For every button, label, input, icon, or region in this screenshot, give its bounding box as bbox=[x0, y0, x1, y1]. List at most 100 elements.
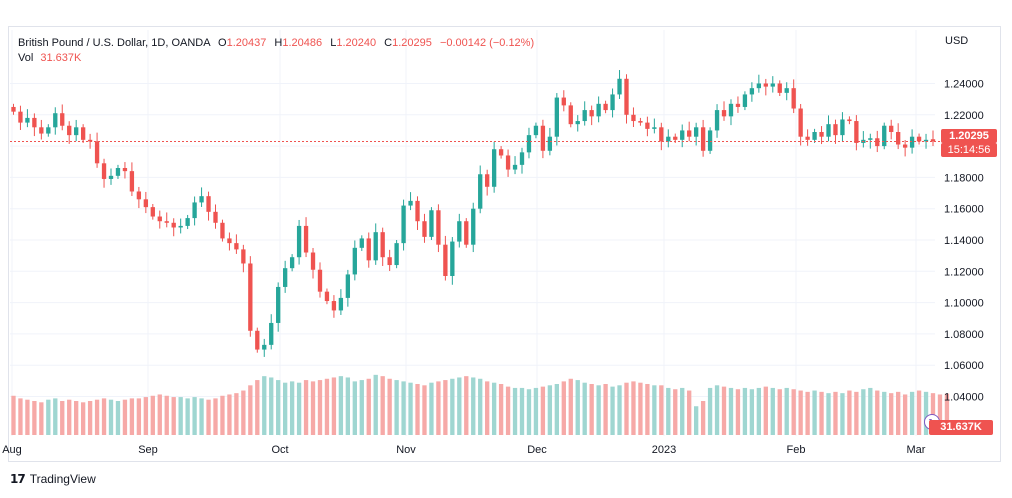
candle-body bbox=[80, 127, 86, 140]
candle-body bbox=[241, 249, 246, 264]
candle-body bbox=[847, 119, 852, 122]
candles bbox=[11, 70, 936, 357]
volume-bar bbox=[819, 391, 824, 435]
candle-body bbox=[11, 106, 16, 112]
candle-body bbox=[930, 139, 936, 142]
volume-bar bbox=[714, 385, 720, 435]
volume-bar bbox=[485, 381, 490, 435]
candle-body bbox=[143, 199, 148, 208]
chart-frame bbox=[8, 26, 1001, 462]
volume-bar bbox=[39, 402, 44, 435]
candle-body bbox=[415, 200, 420, 222]
ohlc-legend: British Pound / U.S. Dollar, 1D, OANDA O… bbox=[18, 36, 534, 51]
candle-body bbox=[617, 78, 622, 95]
volume-bar bbox=[136, 398, 142, 435]
volume-bar bbox=[67, 399, 72, 435]
volume-bar bbox=[373, 374, 378, 435]
volume-bar bbox=[519, 387, 525, 435]
candle-body bbox=[317, 269, 323, 292]
candle-body bbox=[331, 301, 337, 311]
candle-body bbox=[505, 155, 511, 170]
volume-value: 31.637K bbox=[40, 52, 82, 64]
volume-bar bbox=[276, 380, 281, 435]
candle-body bbox=[171, 222, 176, 228]
volume-bar bbox=[338, 376, 344, 435]
candle-body bbox=[157, 216, 162, 222]
y-tick-label: 1.22000 bbox=[944, 110, 984, 122]
candle-body bbox=[32, 117, 37, 128]
candle-body bbox=[380, 232, 385, 258]
candle-body bbox=[324, 291, 330, 302]
volume-bar bbox=[269, 377, 274, 435]
volume-bar bbox=[693, 406, 699, 435]
candle-body bbox=[777, 83, 782, 93]
y-axis: 1.240001.220001.200001.180001.160001.140… bbox=[944, 78, 984, 403]
volume-bar bbox=[234, 393, 239, 435]
candle-body bbox=[909, 136, 915, 148]
volume-bar bbox=[777, 389, 782, 435]
volume-bar bbox=[387, 378, 392, 435]
candle-body bbox=[854, 121, 859, 143]
volume-bar bbox=[25, 399, 30, 435]
candle-body bbox=[94, 141, 100, 164]
x-tick-label: Mar bbox=[907, 444, 926, 456]
candle-body bbox=[652, 127, 657, 129]
candle-body bbox=[276, 286, 281, 323]
volume-bar bbox=[610, 386, 615, 435]
volume-bar bbox=[673, 389, 678, 435]
volume-bar bbox=[478, 378, 483, 435]
candle-body bbox=[791, 88, 796, 109]
candle-body bbox=[296, 225, 302, 258]
volume-bar bbox=[74, 401, 79, 435]
footer: 𝟭𝟳 TradingView bbox=[10, 472, 96, 486]
volume-bar bbox=[366, 378, 371, 435]
volume-bar bbox=[721, 386, 727, 435]
volume-bar bbox=[192, 397, 197, 435]
candle-body bbox=[220, 222, 225, 239]
y-tick-label: 1.06000 bbox=[944, 360, 984, 372]
high-label: H bbox=[274, 37, 283, 49]
volume-bar bbox=[833, 391, 838, 435]
candle-body bbox=[199, 196, 204, 203]
candle-body bbox=[916, 136, 922, 142]
candle-body bbox=[721, 110, 727, 117]
volume-bar bbox=[87, 401, 93, 435]
candle-body bbox=[645, 122, 650, 129]
brand-name[interactable]: TradingView bbox=[29, 472, 96, 486]
volume-bar bbox=[944, 393, 950, 435]
candle-body bbox=[303, 225, 309, 253]
volume-bar bbox=[596, 385, 601, 435]
candle-body bbox=[408, 200, 413, 206]
volume-bar bbox=[143, 397, 148, 435]
candle-body bbox=[185, 218, 190, 226]
volume-bar bbox=[568, 378, 573, 435]
candle-body bbox=[902, 144, 908, 148]
y-tick-label: 1.14000 bbox=[944, 235, 984, 247]
volume-bar bbox=[324, 378, 330, 435]
candle-body bbox=[478, 174, 483, 209]
candle-body bbox=[464, 221, 469, 245]
candle-body bbox=[596, 103, 601, 117]
volume-bar bbox=[631, 381, 636, 435]
candle-body bbox=[443, 244, 448, 276]
x-tick-label: Oct bbox=[271, 444, 288, 456]
volume-bar bbox=[861, 389, 866, 435]
volume-bar bbox=[429, 382, 434, 435]
candle-body bbox=[457, 221, 462, 242]
change-value: −0.00142 (−0.12%) bbox=[439, 37, 535, 49]
volume-bar bbox=[296, 382, 302, 435]
candle-body bbox=[526, 135, 532, 153]
volume-bar bbox=[345, 377, 351, 435]
y-tick-label: 1.08000 bbox=[944, 329, 984, 341]
candle-body bbox=[728, 103, 734, 117]
tradingview-logo-icon[interactable]: 𝟭𝟳 bbox=[10, 472, 26, 486]
volume-bar bbox=[491, 382, 497, 435]
volume-bar bbox=[436, 381, 441, 435]
volume-bar bbox=[380, 376, 385, 435]
volume-bar bbox=[826, 393, 831, 435]
candle-body bbox=[798, 108, 803, 137]
candle-body bbox=[512, 164, 518, 170]
volume-bar bbox=[122, 399, 128, 435]
volume-bar bbox=[241, 390, 246, 435]
